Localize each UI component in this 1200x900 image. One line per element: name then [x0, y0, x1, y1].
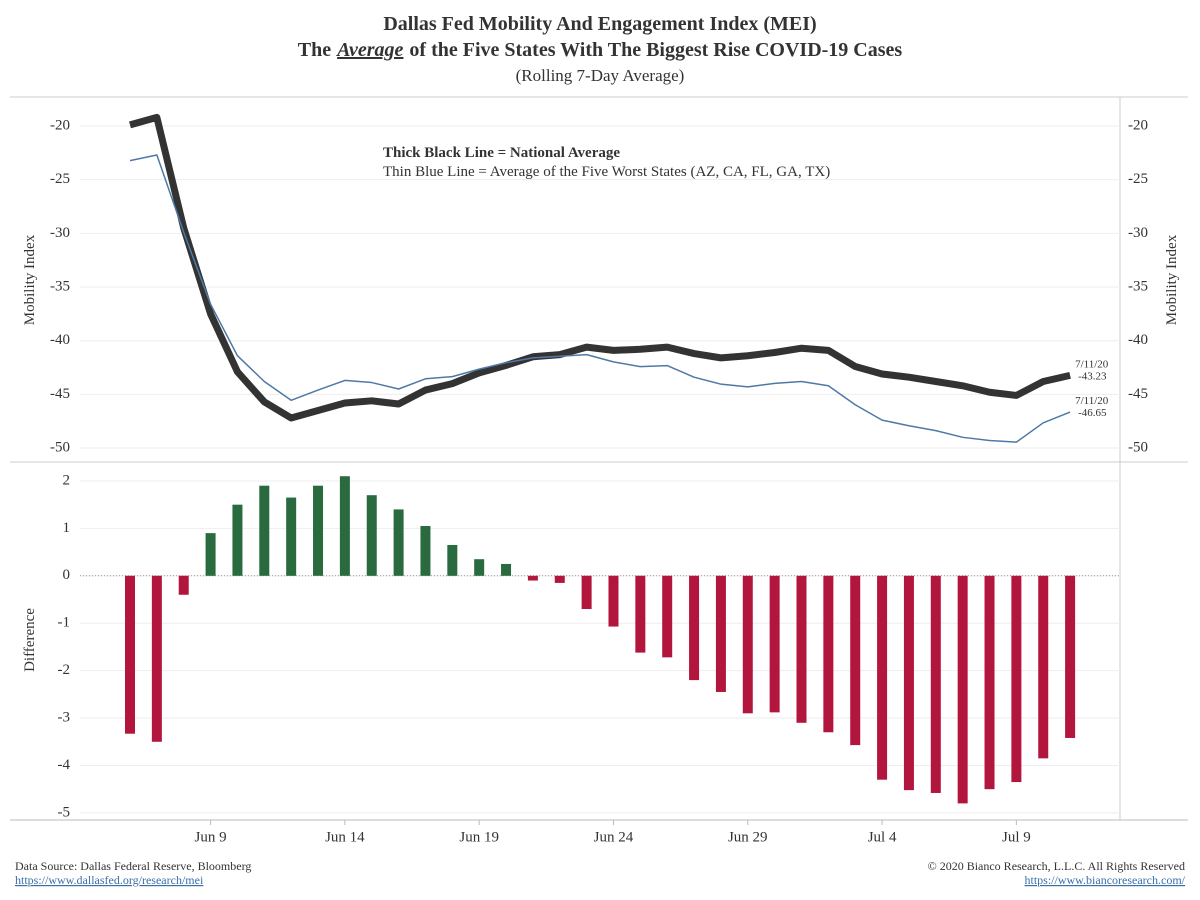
end-value-label: -43.23 [1078, 370, 1107, 382]
bar [742, 575, 753, 714]
bar [205, 533, 216, 576]
bar [957, 575, 968, 804]
bar [366, 495, 377, 576]
bar [393, 509, 404, 576]
y-tick-label: -35 [50, 278, 70, 294]
y-tick-label: -40 [50, 332, 70, 348]
y2-tick-label: -50 [1128, 439, 1148, 455]
y-tick-label: -2 [58, 662, 71, 678]
y2-tick-label: -20 [1128, 117, 1148, 133]
bar [1065, 575, 1076, 738]
copyright: © 2020 Bianco Research, L.L.C. All Right… [928, 859, 1185, 873]
bar [984, 575, 995, 790]
bar [877, 575, 888, 780]
bar [474, 559, 485, 576]
y2-tick-label: -40 [1128, 332, 1148, 348]
bar [850, 575, 861, 746]
bar [662, 575, 673, 658]
bar [339, 476, 350, 576]
bar [232, 504, 243, 576]
title-part: Average [335, 39, 403, 61]
x-tick-label: Jun 29 [728, 829, 768, 845]
title-part: of the Five States With The Biggest Rise… [409, 39, 902, 61]
y-tick-label: -5 [58, 804, 71, 820]
line [129, 154, 1071, 443]
bar [554, 575, 565, 583]
y-tick-label: -45 [50, 386, 70, 402]
bar [501, 563, 512, 576]
title: Dallas Fed Mobility And Engagement Index… [383, 13, 816, 35]
y-tick-label: 0 [63, 567, 71, 583]
y-tick-label: -1 [58, 615, 71, 631]
bar [313, 485, 324, 576]
x-tick-label: Jul 4 [868, 829, 897, 845]
y-tick-label: 1 [63, 520, 71, 536]
y2-tick-label: -35 [1128, 278, 1148, 294]
x-tick-label: Jul 9 [1002, 829, 1031, 845]
bar [689, 575, 700, 681]
y2-axis-label: Mobility Index [1164, 234, 1180, 325]
legend-text: Thin Blue Line = Average of the Five Wor… [383, 164, 830, 180]
y-tick-label: -50 [50, 439, 70, 455]
bar [769, 575, 780, 713]
end-date-label: 7/11/20 [1075, 395, 1109, 407]
x-tick-label: Jun 19 [459, 829, 499, 845]
bar [286, 497, 297, 576]
bar [178, 575, 189, 595]
bar [527, 575, 538, 581]
bar [259, 485, 270, 576]
copyright-link[interactable]: https://www.biancoresearch.com/ [1024, 873, 1185, 887]
bar [930, 575, 941, 793]
source-link[interactable]: https://www.dallasfed.org/research/mei [15, 873, 204, 887]
y-tick-label: 2 [63, 472, 71, 488]
bar [447, 544, 458, 576]
y-axis-label: Mobility Index [22, 234, 38, 325]
bar [715, 575, 726, 692]
bar [1038, 575, 1049, 759]
source: Data Source: Dallas Federal Reserve, Blo… [15, 859, 251, 873]
title: The Average of the Five States With The Bi… [298, 39, 903, 61]
line [129, 113, 1071, 422]
bar [635, 575, 646, 653]
bar [1011, 575, 1022, 783]
subtitle: (Rolling 7-Day Average) [516, 66, 685, 85]
bar [903, 575, 914, 791]
end-date-label: 7/11/20 [1075, 358, 1109, 370]
x-tick-label: Jun 24 [594, 829, 634, 845]
x-tick-label: Jun 14 [325, 829, 365, 845]
bar [125, 575, 135, 734]
bar [608, 575, 619, 627]
legend-text: Thick Black Line = National Average [383, 145, 620, 161]
bar [823, 575, 834, 733]
bar [581, 575, 592, 609]
title-part: The [298, 39, 331, 61]
bar [151, 575, 162, 742]
y-tick-label: -4 [58, 757, 71, 773]
end-value-label: -46.65 [1078, 407, 1107, 419]
y-tick-label: -25 [50, 171, 70, 187]
y2-tick-label: -45 [1128, 386, 1148, 402]
bar [420, 526, 431, 576]
y-tick-label: -3 [58, 709, 71, 725]
y-tick-label: -20 [50, 117, 70, 133]
bar [796, 575, 807, 723]
x-tick-label: Jun 9 [195, 829, 227, 845]
y2-tick-label: -25 [1128, 171, 1148, 187]
y2-tick-label: -30 [1128, 225, 1148, 241]
y-axis-label: Difference [22, 608, 38, 672]
y-tick-label: -30 [50, 225, 70, 241]
